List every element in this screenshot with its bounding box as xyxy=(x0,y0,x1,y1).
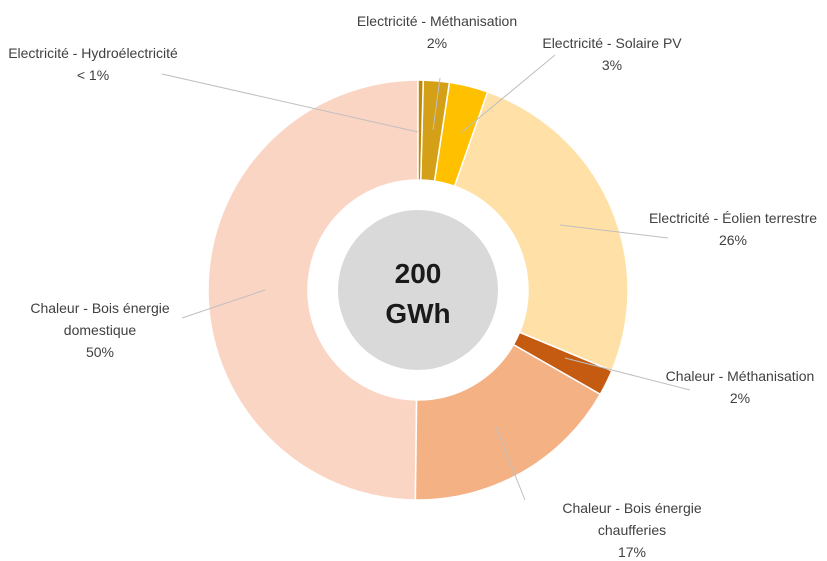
slice-value-label: 17% xyxy=(617,544,647,560)
slice-label: Electricité - Méthanisation xyxy=(356,13,518,29)
leader-line xyxy=(564,357,691,391)
leader-line xyxy=(461,54,556,133)
donut-slice xyxy=(419,79,451,183)
slice-value-label: 50% xyxy=(85,344,115,360)
slice-value-label: 2% xyxy=(729,390,751,406)
leader-line xyxy=(559,224,669,239)
slice-value-label: 3% xyxy=(601,57,623,73)
slice-value-label: 2% xyxy=(426,35,448,51)
center-label: 200 xyxy=(395,258,442,289)
slice-label: Chaleur - Bois énergie chaufferies xyxy=(562,500,702,538)
slice-label: Chaleur - Méthanisation xyxy=(665,368,815,384)
leader-line xyxy=(181,289,266,319)
slice-value-label: 26% xyxy=(718,232,748,248)
leader-line xyxy=(494,424,526,501)
slice-label: Chaleur - Bois énergie domestique xyxy=(30,300,170,338)
slice-label: Electricité - Éolien terrestre xyxy=(648,210,818,226)
slice-label: Electricité - Solaire PV xyxy=(542,35,682,51)
donut-slice xyxy=(453,90,629,372)
donut-slice xyxy=(512,331,613,396)
slice-label: Electricité - Hydroélectricité xyxy=(8,45,178,61)
leader-line xyxy=(432,77,441,131)
donut-slice xyxy=(414,343,602,501)
leader-line xyxy=(161,73,419,133)
center-label: GWh xyxy=(385,298,450,329)
center-circle xyxy=(338,210,498,370)
donut-slice xyxy=(417,79,425,181)
donut-slice xyxy=(207,79,419,501)
slice-value-label: < 1% xyxy=(76,67,110,83)
donut-slice xyxy=(433,81,489,188)
